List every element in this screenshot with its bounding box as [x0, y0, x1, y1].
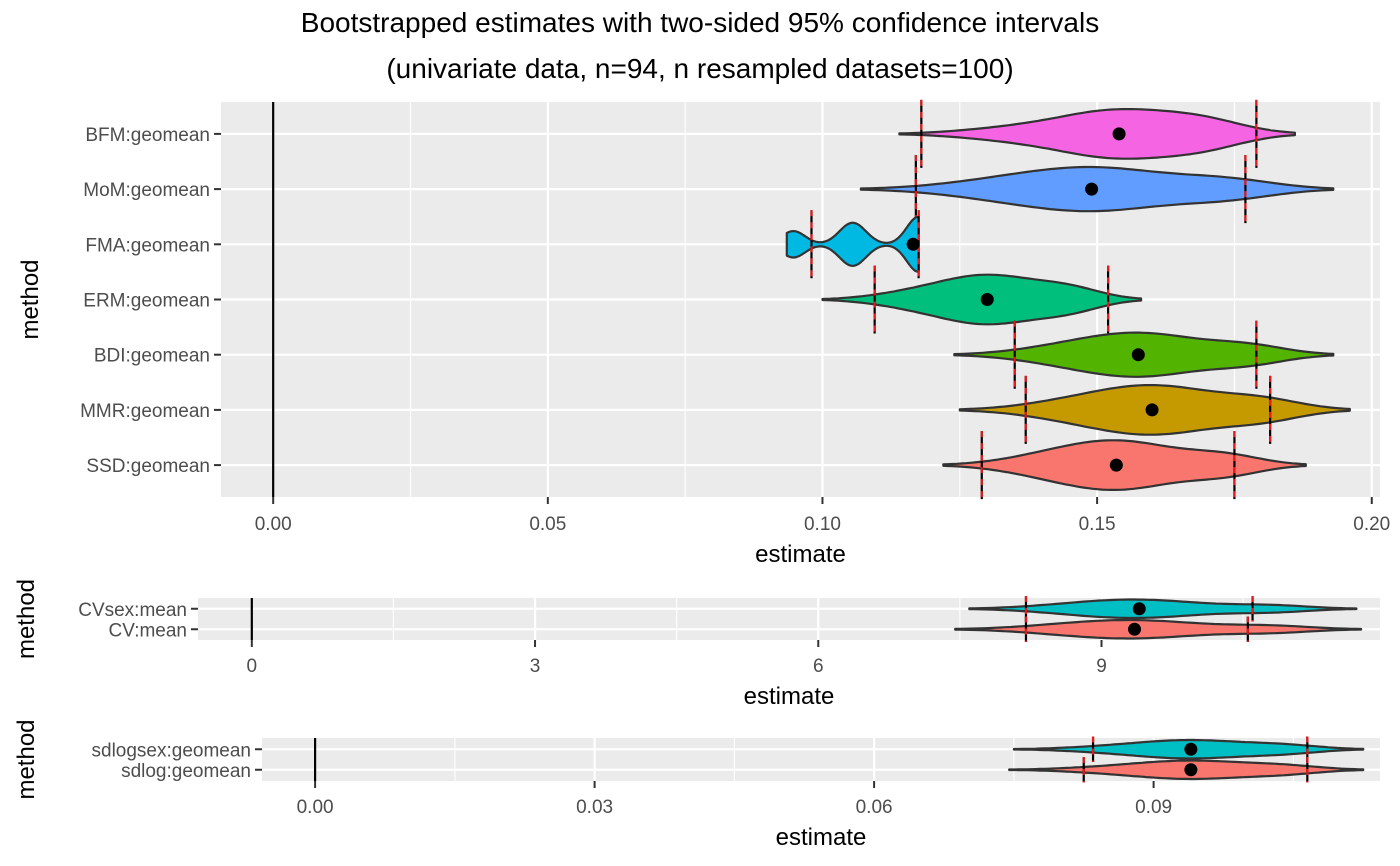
y-tick-label: BFM:geomean [85, 125, 210, 146]
point-estimate-sdlog:geomean [1184, 763, 1198, 777]
y-tick-label: MMR:geomean [80, 401, 210, 422]
x-tick-label: 0 [247, 656, 258, 677]
x-tick-label: 0.20 [1353, 514, 1390, 535]
x-axis-title: estimate [776, 824, 867, 851]
chart-panels: BFM:geomean MoM:geomean FMA:geomean ERM:geo… [13, 99, 1390, 851]
x-tick-label: 9 [1096, 656, 1107, 677]
y-tick-label: MoM:geomean [83, 180, 210, 201]
x-tick-label: 0.15 [1079, 514, 1116, 535]
x-tick-label: 0.10 [804, 514, 841, 535]
y-tick-label: ERM:geomean [83, 291, 210, 312]
point-estimate-MoM:geomean [1085, 182, 1099, 196]
x-tick-label: 0.06 [856, 797, 893, 818]
point-estimate-SSD:geomean [1109, 458, 1123, 472]
point-estimate-BFM:geomean [1112, 127, 1126, 141]
chart-title-line2: (univariate data, n=94, n resampled data… [386, 53, 1013, 84]
y-axis-title: method [13, 579, 40, 659]
point-estimate-ERM:geomean [980, 293, 994, 306]
point-estimate-CV:mean [1128, 622, 1142, 636]
point-estimate-FMA:geomean [906, 237, 920, 251]
x-tick-label: 0.09 [1135, 797, 1172, 818]
point-estimate-sdlogsex:geomean [1184, 742, 1198, 756]
x-tick-label: 0.05 [529, 514, 566, 535]
y-tick-label: FMA:geomean [85, 235, 210, 256]
violin-SSD:geomean [942, 439, 1307, 491]
x-axis-title: estimate [744, 683, 835, 710]
violin-BFM:geomean [898, 108, 1296, 160]
y-tick-label: CV:mean [109, 620, 188, 641]
y-tick-label: sdlog:geomean [121, 761, 251, 782]
y-tick-label: sdlogsex:geomean [92, 740, 252, 761]
x-axis-title: estimate [755, 541, 846, 568]
x-tick-label: 0.00 [297, 797, 334, 818]
violin-CV:mean [954, 618, 1363, 640]
y-tick-label: BDI:geomean [94, 346, 210, 367]
y-tick-label: CVsex:mean [78, 600, 187, 621]
x-tick-label: 0.00 [255, 514, 292, 535]
chart-title-line1: Bootstrapped estimates with two-sided 95… [301, 7, 1099, 38]
point-estimate-CVsex:mean [1132, 602, 1146, 616]
x-tick-label: 6 [813, 656, 824, 677]
point-estimate-BDI:geomean [1131, 348, 1145, 362]
x-tick-label: 0.03 [576, 797, 613, 818]
x-tick-label: 3 [530, 656, 541, 677]
y-axis-title: method [17, 259, 44, 339]
violin-CVsex:mean [968, 598, 1358, 620]
panel-1: BFM:geomean MoM:geomean FMA:geomean ERM:geo… [17, 99, 1390, 568]
y-axis-title: method [13, 719, 40, 799]
point-estimate-MMR:geomean [1145, 403, 1159, 417]
y-tick-label: SSD:geomean [86, 456, 210, 477]
